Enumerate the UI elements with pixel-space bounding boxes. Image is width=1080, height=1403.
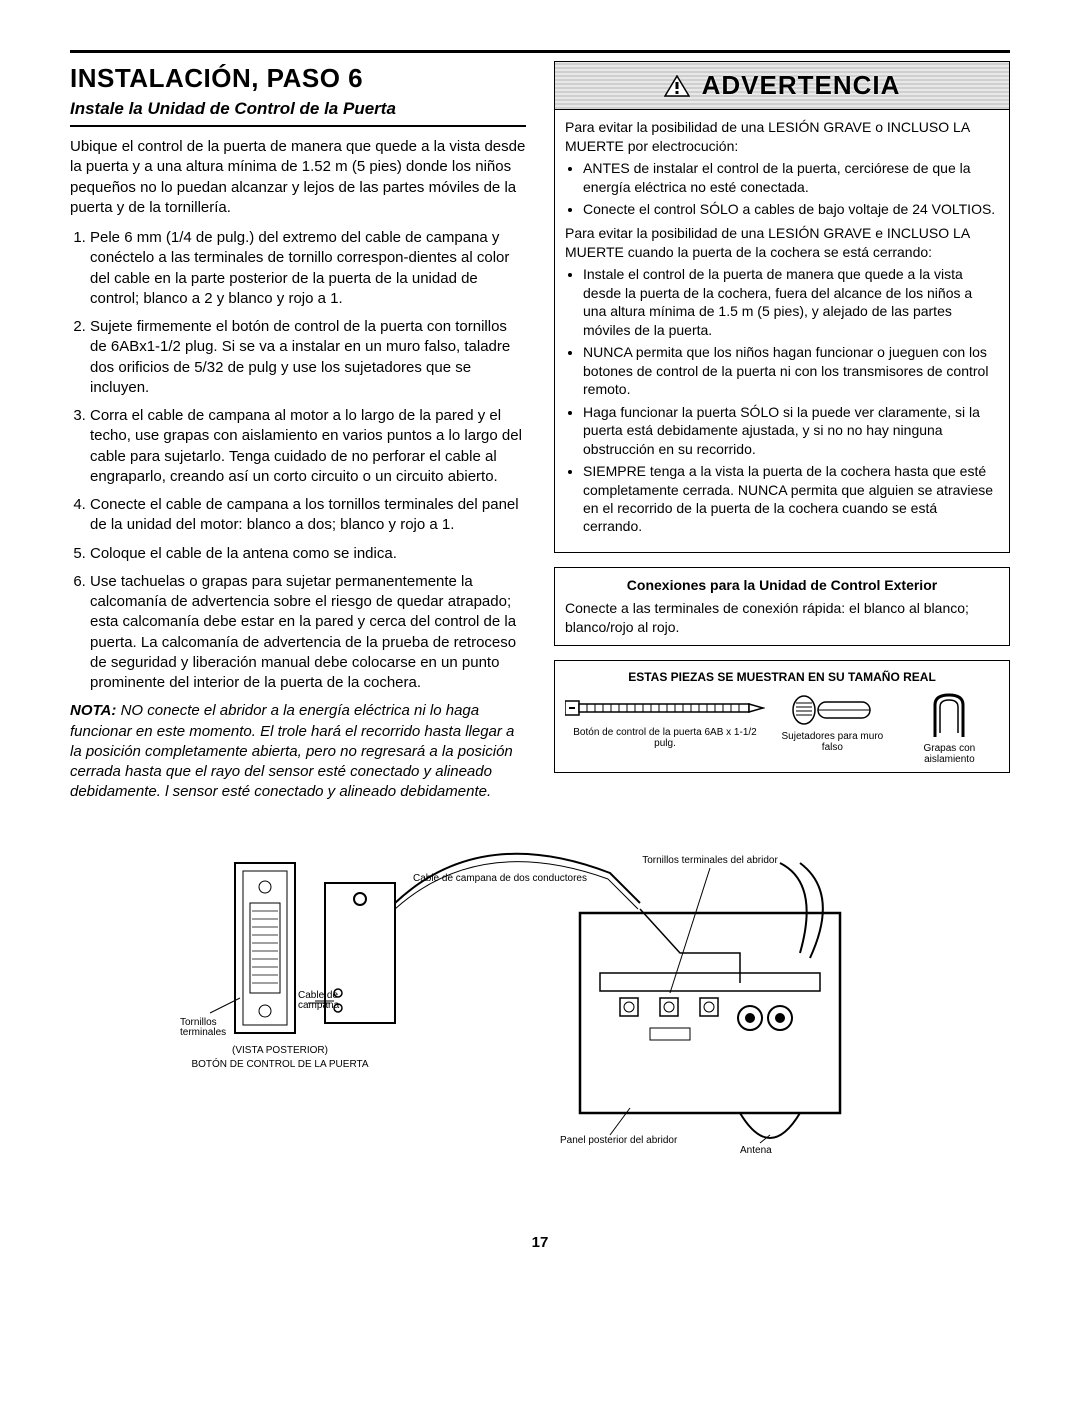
label-tornillos-term2: terminales: [180, 1027, 226, 1038]
screw-icon: [565, 693, 765, 723]
step-item: Pele 6 mm (1/4 de pulg.) del extremo del…: [90, 228, 526, 309]
parts-row: Botón de control de la puerta 6AB x 1-1/…: [565, 693, 999, 766]
anchor-icon: [792, 693, 872, 727]
warning-triangle-icon: [664, 75, 690, 97]
label-boton-control: BOTÓN DE CONTROL DE LA PUERTA: [191, 1057, 368, 1070]
nota-body: NO conecte el abridor a la energía eléct…: [70, 702, 514, 800]
step-item: Use tachuelas o grapas para sujetar perm…: [90, 572, 526, 694]
step-item: Conecte el cable de campana a los tornil…: [90, 495, 526, 536]
connections-title: Conexiones para la Unidad de Control Ext…: [565, 576, 999, 595]
label-vista-posterior: (VISTA POSTERIOR): [232, 1045, 328, 1056]
warning-item: Haga funcionar la puerta SÓLO si la pued…: [583, 403, 999, 458]
warning-list1: ANTES de instalar el control de la puert…: [565, 159, 999, 218]
warning-list2: Instale el control de la puerta de maner…: [565, 265, 999, 536]
staple-icon: [929, 693, 969, 739]
warning-item: Instale el control de la puerta de maner…: [583, 265, 999, 339]
sub-title: Instale la Unidad de Control de la Puert…: [70, 98, 526, 121]
warning-item: NUNCA permita que los niños hagan funcio…: [583, 343, 999, 398]
warning-item: ANTES de instalar el control de la puert…: [583, 159, 999, 196]
label-cable-campana2: campana: [298, 1000, 340, 1011]
label-term-abridor: Tornillos terminales del abridor: [642, 855, 778, 866]
left-column: INSTALACIÓN, PASO 6 Instale la Unidad de…: [70, 61, 526, 803]
parts-box: ESTAS PIEZAS SE MUESTRAN EN SU TAMAÑO RE…: [554, 660, 1010, 773]
screw-label: Botón de control de la puerta 6AB x 1-1/…: [565, 727, 765, 750]
parts-title: ESTAS PIEZAS SE MUESTRAN EN SU TAMAÑO RE…: [565, 669, 999, 685]
warning-p2: Para evitar la posibilidad de una LESIÓN…: [565, 224, 999, 261]
label-bell-wire: Cable de campana de dos conductores: [413, 873, 587, 884]
page-number: 17: [70, 1233, 1010, 1253]
label-panel-posterior: Panel posterior del abridor: [560, 1135, 678, 1146]
anchor-label: Sujetadores para muro falso: [773, 731, 892, 754]
wiring-diagram: Tornillos terminales (VISTA POSTERIOR) B…: [180, 843, 900, 1183]
warning-item: Conecte el control SÓLO a cables de bajo…: [583, 200, 999, 218]
warning-p1: Para evitar la posibilidad de una LESIÓN…: [565, 118, 999, 155]
part-anchor: Sujetadores para muro falso: [773, 693, 892, 754]
label-antena: Antena: [740, 1145, 772, 1156]
part-staple: Grapas con aislamiento: [900, 693, 999, 766]
warning-item: SIEMPRE tenga a la vista la puerta de la…: [583, 462, 999, 536]
mid-rule: [70, 125, 526, 127]
right-column: ADVERTENCIA Para evitar la posibilidad d…: [554, 61, 1010, 773]
connections-box: Conexiones para la Unidad de Control Ext…: [554, 567, 1010, 646]
nota-label: NOTA:: [70, 702, 116, 719]
step-title: INSTALACIÓN, PASO 6: [70, 61, 526, 96]
step-item: Corra el cable de campana al motor a lo …: [90, 406, 526, 487]
steps-list: Pele 6 mm (1/4 de pulg.) del extremo del…: [70, 228, 526, 693]
staple-label: Grapas con aislamiento: [900, 743, 999, 766]
warning-banner: ADVERTENCIA: [554, 61, 1010, 110]
connections-body: Conecte a las terminales de conexión ráp…: [565, 599, 999, 637]
step-item: Coloque el cable de la antena como se in…: [90, 544, 526, 564]
warning-title: ADVERTENCIA: [702, 68, 901, 103]
part-screw: Botón de control de la puerta 6AB x 1-1/…: [565, 693, 765, 750]
intro-paragraph: Ubique el control de la puerta de manera…: [70, 137, 526, 218]
step-item: Sujete firmemente el botón de control de…: [90, 317, 526, 398]
diagram-area: Tornillos terminales (VISTA POSTERIOR) B…: [70, 843, 1010, 1183]
top-rule: [70, 50, 1010, 53]
warning-body: Para evitar la posibilidad de una LESIÓN…: [554, 110, 1010, 553]
two-column-layout: INSTALACIÓN, PASO 6 Instale la Unidad de…: [70, 61, 1010, 803]
nota-paragraph: NOTA: NO conecte el abridor a la energía…: [70, 701, 526, 802]
